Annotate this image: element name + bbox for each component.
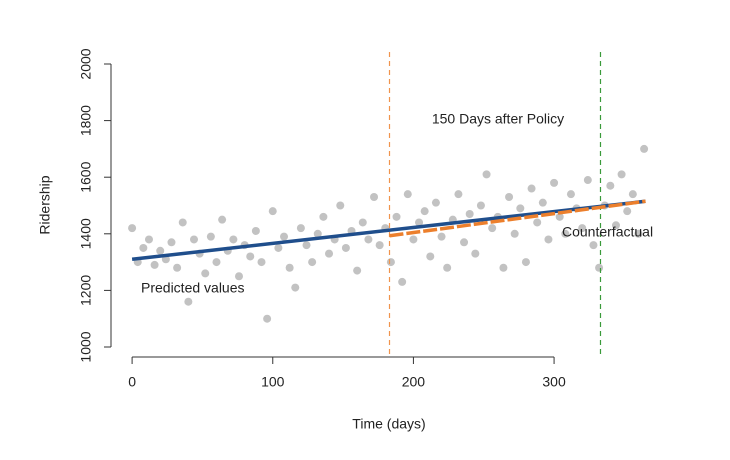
point bbox=[201, 269, 210, 278]
point bbox=[516, 204, 525, 213]
regression-line bbox=[131, 199, 646, 262]
point bbox=[353, 266, 362, 275]
point bbox=[364, 235, 373, 244]
point bbox=[550, 178, 559, 187]
point bbox=[341, 243, 350, 252]
point bbox=[566, 190, 575, 199]
point bbox=[178, 218, 187, 227]
x-tick-label: 200 bbox=[402, 374, 426, 390]
point bbox=[251, 226, 260, 235]
point bbox=[555, 212, 564, 221]
y-tick-label: 1400 bbox=[78, 218, 94, 249]
point bbox=[415, 218, 424, 227]
point bbox=[583, 176, 592, 185]
point bbox=[538, 198, 547, 207]
point bbox=[285, 263, 294, 272]
point bbox=[488, 224, 497, 233]
point bbox=[611, 221, 620, 230]
point bbox=[139, 243, 148, 252]
point bbox=[212, 258, 221, 267]
point bbox=[437, 232, 446, 241]
point bbox=[386, 258, 395, 267]
point bbox=[617, 170, 626, 179]
point bbox=[628, 190, 637, 199]
point bbox=[505, 193, 514, 202]
point bbox=[280, 232, 289, 241]
x-tick-label: 0 bbox=[128, 374, 136, 390]
point bbox=[229, 235, 238, 244]
x-tick-label: 300 bbox=[542, 374, 566, 390]
point bbox=[623, 207, 632, 216]
annotation: 150 Days after Policy bbox=[432, 111, 564, 127]
point bbox=[375, 241, 384, 250]
y-tick-label: 1600 bbox=[78, 161, 94, 192]
point bbox=[482, 170, 491, 179]
y-axis-label: Ridership bbox=[37, 175, 53, 234]
point bbox=[561, 229, 570, 238]
point bbox=[184, 297, 193, 306]
point bbox=[156, 246, 165, 255]
point bbox=[144, 235, 153, 244]
point bbox=[476, 201, 485, 210]
point bbox=[527, 184, 536, 193]
point bbox=[398, 277, 407, 286]
point bbox=[521, 258, 530, 267]
point bbox=[465, 209, 474, 218]
point bbox=[246, 252, 255, 261]
point bbox=[595, 263, 604, 272]
y-tick-label: 1800 bbox=[78, 105, 94, 136]
point bbox=[268, 207, 277, 216]
point bbox=[274, 243, 283, 252]
point bbox=[319, 212, 328, 221]
point bbox=[206, 232, 215, 241]
point bbox=[606, 181, 615, 190]
point bbox=[426, 252, 435, 261]
point bbox=[403, 190, 412, 199]
point bbox=[370, 193, 379, 202]
point bbox=[454, 190, 463, 199]
line-label: Predicted values bbox=[141, 280, 245, 296]
point bbox=[510, 229, 519, 238]
point bbox=[392, 212, 401, 221]
point bbox=[420, 207, 429, 216]
point bbox=[471, 249, 480, 258]
point bbox=[634, 229, 643, 238]
point bbox=[431, 198, 440, 207]
point bbox=[263, 314, 272, 323]
y-tick-label: 2000 bbox=[78, 48, 94, 79]
point bbox=[234, 272, 243, 281]
regression-line bbox=[389, 199, 646, 238]
point bbox=[533, 218, 542, 227]
point bbox=[218, 215, 227, 224]
point bbox=[167, 238, 176, 247]
point bbox=[358, 218, 367, 227]
point bbox=[313, 229, 322, 238]
point bbox=[499, 263, 508, 272]
x-tick-label: 100 bbox=[261, 374, 285, 390]
point bbox=[189, 235, 198, 244]
point bbox=[460, 238, 469, 247]
point bbox=[443, 263, 452, 272]
point bbox=[173, 263, 182, 272]
point bbox=[325, 249, 334, 258]
point bbox=[589, 241, 598, 250]
point bbox=[296, 224, 305, 233]
point bbox=[578, 224, 587, 233]
point bbox=[409, 235, 418, 244]
point bbox=[257, 258, 266, 267]
point bbox=[544, 235, 553, 244]
y-tick-label: 1200 bbox=[78, 275, 94, 306]
line-label: Counterfactual bbox=[562, 224, 653, 240]
point bbox=[150, 260, 159, 269]
point bbox=[291, 283, 300, 292]
point bbox=[302, 241, 311, 250]
y-tick-label: 1000 bbox=[78, 331, 94, 362]
point bbox=[336, 201, 345, 210]
point bbox=[640, 144, 649, 153]
x-axis-label: Time (days) bbox=[352, 416, 425, 432]
point bbox=[128, 224, 137, 233]
point bbox=[308, 258, 317, 267]
